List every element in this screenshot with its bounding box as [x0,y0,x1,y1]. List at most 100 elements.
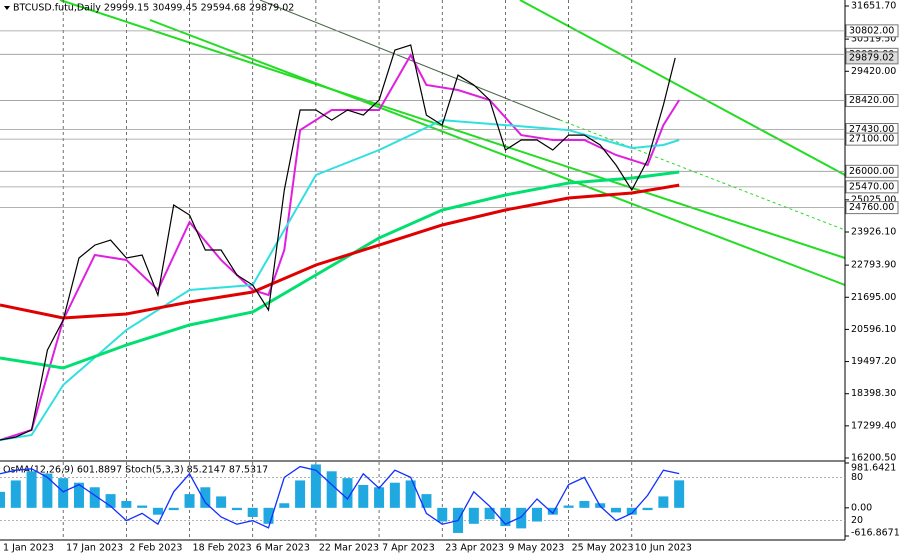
level-box [845,180,899,194]
osma-bar [295,480,306,508]
y-tick-label: 22793.90 [851,260,896,271]
x-tick-label: 2 Feb 2023 [129,543,182,554]
x-tick-label: 1 Jan 2023 [3,543,54,554]
osma-bar [247,507,258,517]
level-box [845,164,899,178]
level-box [845,94,899,108]
x-tick-label: 9 May 2023 [508,543,564,554]
level-label: 27430.00 [849,124,894,135]
osma-bar [137,505,148,508]
level-label: 25470.00 [849,181,894,192]
y-tick-label: 30519.50 [851,34,896,45]
osma-bar [374,487,385,508]
osma-bar [216,496,227,508]
osma-bar [152,507,163,515]
osma-bar [326,471,337,508]
osma-bar [547,507,558,515]
y2-tick-label: 80 [851,472,863,483]
osma-bar [421,494,432,508]
y-tick-label: 23926.10 [851,227,896,238]
chart-title: BTCUSD.futu,Daily 29999.15 30499.45 2959… [13,3,294,14]
y-tick-label: -616.8671 [851,528,900,539]
osma-bar [279,503,290,508]
y-tick-label: 16200.50 [851,452,896,463]
stoch-line [0,465,680,529]
y-tick-label: 0.00 [851,502,872,513]
x-tick-label: 25 May 2023 [572,543,634,554]
osma-bar [73,482,84,508]
osma-bar [231,507,242,511]
osma-bar [500,507,511,527]
level-label: 28420.00 [849,95,894,106]
osma-bar [389,482,400,508]
osma-bar [642,507,653,511]
y-tick-label: 29420.00 [851,66,896,77]
moving-average [0,119,680,441]
y-tick-label: 31651.70 [851,1,896,12]
osma-bar [674,480,685,508]
osma-bar [121,500,132,508]
title-marker [4,6,10,10]
osma-bar [58,478,69,508]
osma-bar [532,507,543,522]
x-tick-label: 18 Feb 2023 [193,543,252,554]
y-tick-label: 25025.00 [851,194,896,205]
trend-line [559,119,846,231]
x-tick-label: 6 Mar 2023 [256,543,310,554]
osma-bar [26,471,37,508]
osma-bar [10,480,21,508]
y-tick-label: 20596.10 [851,324,896,335]
osma-bar [610,507,621,513]
osma-bar [468,507,479,524]
y2-tick-label: 20 [851,515,863,526]
level-box [845,132,899,146]
osma-bar [484,507,495,520]
channel-line [149,19,846,286]
x-tick-label: 7 Apr 2023 [382,543,435,554]
y-tick-label: 17299.40 [851,420,896,431]
trend-line [259,0,561,121]
channel-line [59,0,846,259]
osma-bar [200,487,211,508]
osma-bar [437,507,448,522]
osma-bar [310,464,321,508]
level-label: 27100.00 [849,134,894,145]
level-label: 30802.00 [849,25,894,36]
level-box [845,201,899,215]
osma-bar [563,505,574,508]
osma-bar [42,473,53,508]
osma-bar [405,480,416,508]
oscillator-title: OsMA(12,26,9) 601.8897 Stoch(5,3,3) 85.2… [3,465,268,476]
osma-bar [184,494,195,508]
x-tick-label: 23 Apr 2023 [445,543,504,554]
channel-line [519,0,846,176]
moving-average [0,53,681,441]
level-label: 24760.00 [849,202,894,213]
osma-bar [658,496,669,508]
osma-bar [342,478,353,508]
y-tick-label: 21695.00 [851,292,896,303]
x-tick-label: 10 Jun 2023 [635,543,692,554]
price-label: 29879.02 [849,52,894,63]
osma-bar [105,494,116,508]
x-tick-label: 17 Jan 2023 [66,543,123,554]
y-tick-label: 981.6421 [851,463,896,474]
osma-bar [168,507,179,511]
osma-bar [0,491,5,508]
osma-bar [263,507,274,524]
moving-average [0,183,680,320]
osma-bar [89,487,100,508]
level-box [845,24,899,38]
osma-bar [516,507,527,529]
osma-bar [626,507,637,515]
y-tick-label: 18398.30 [851,388,896,399]
y-tick-label: 19497.20 [851,356,896,367]
price-line [0,44,676,441]
x-tick-label: 22 Mar 2023 [319,543,379,554]
price-box [845,51,899,65]
trend-lines [59,0,846,286]
osma-bar [358,484,369,508]
osma-bar [579,500,590,508]
